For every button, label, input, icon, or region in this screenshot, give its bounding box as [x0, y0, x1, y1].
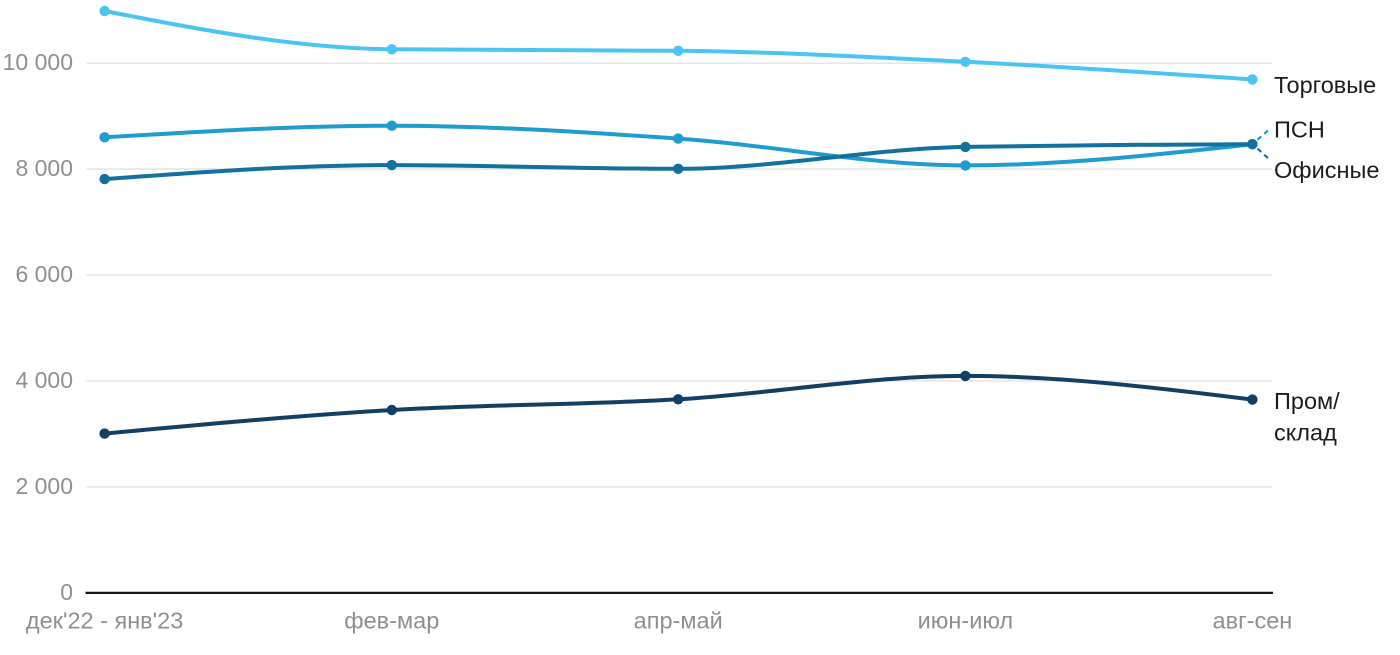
svg-text:Пром/: Пром/ — [1274, 388, 1340, 414]
svg-text:2 000: 2 000 — [15, 473, 73, 499]
svg-text:4 000: 4 000 — [15, 367, 73, 393]
svg-text:10 000: 10 000 — [3, 49, 73, 75]
svg-text:дек'22 - янв'23: дек'22 - янв'23 — [26, 607, 183, 633]
svg-text:8 000: 8 000 — [15, 155, 73, 181]
svg-text:ПСН: ПСН — [1274, 116, 1325, 142]
svg-text:Офисные: Офисные — [1274, 157, 1379, 183]
svg-text:склад: склад — [1274, 420, 1337, 446]
svg-text:Торговые: Торговые — [1274, 72, 1376, 98]
svg-text:6 000: 6 000 — [15, 261, 73, 287]
svg-text:авг-сен: авг-сен — [1213, 607, 1293, 633]
svg-text:фев-мар: фев-мар — [344, 607, 439, 633]
svg-text:0: 0 — [60, 579, 73, 605]
svg-text:апр-май: апр-май — [634, 607, 723, 633]
svg-text:июн-июл: июн-июл — [918, 607, 1014, 633]
